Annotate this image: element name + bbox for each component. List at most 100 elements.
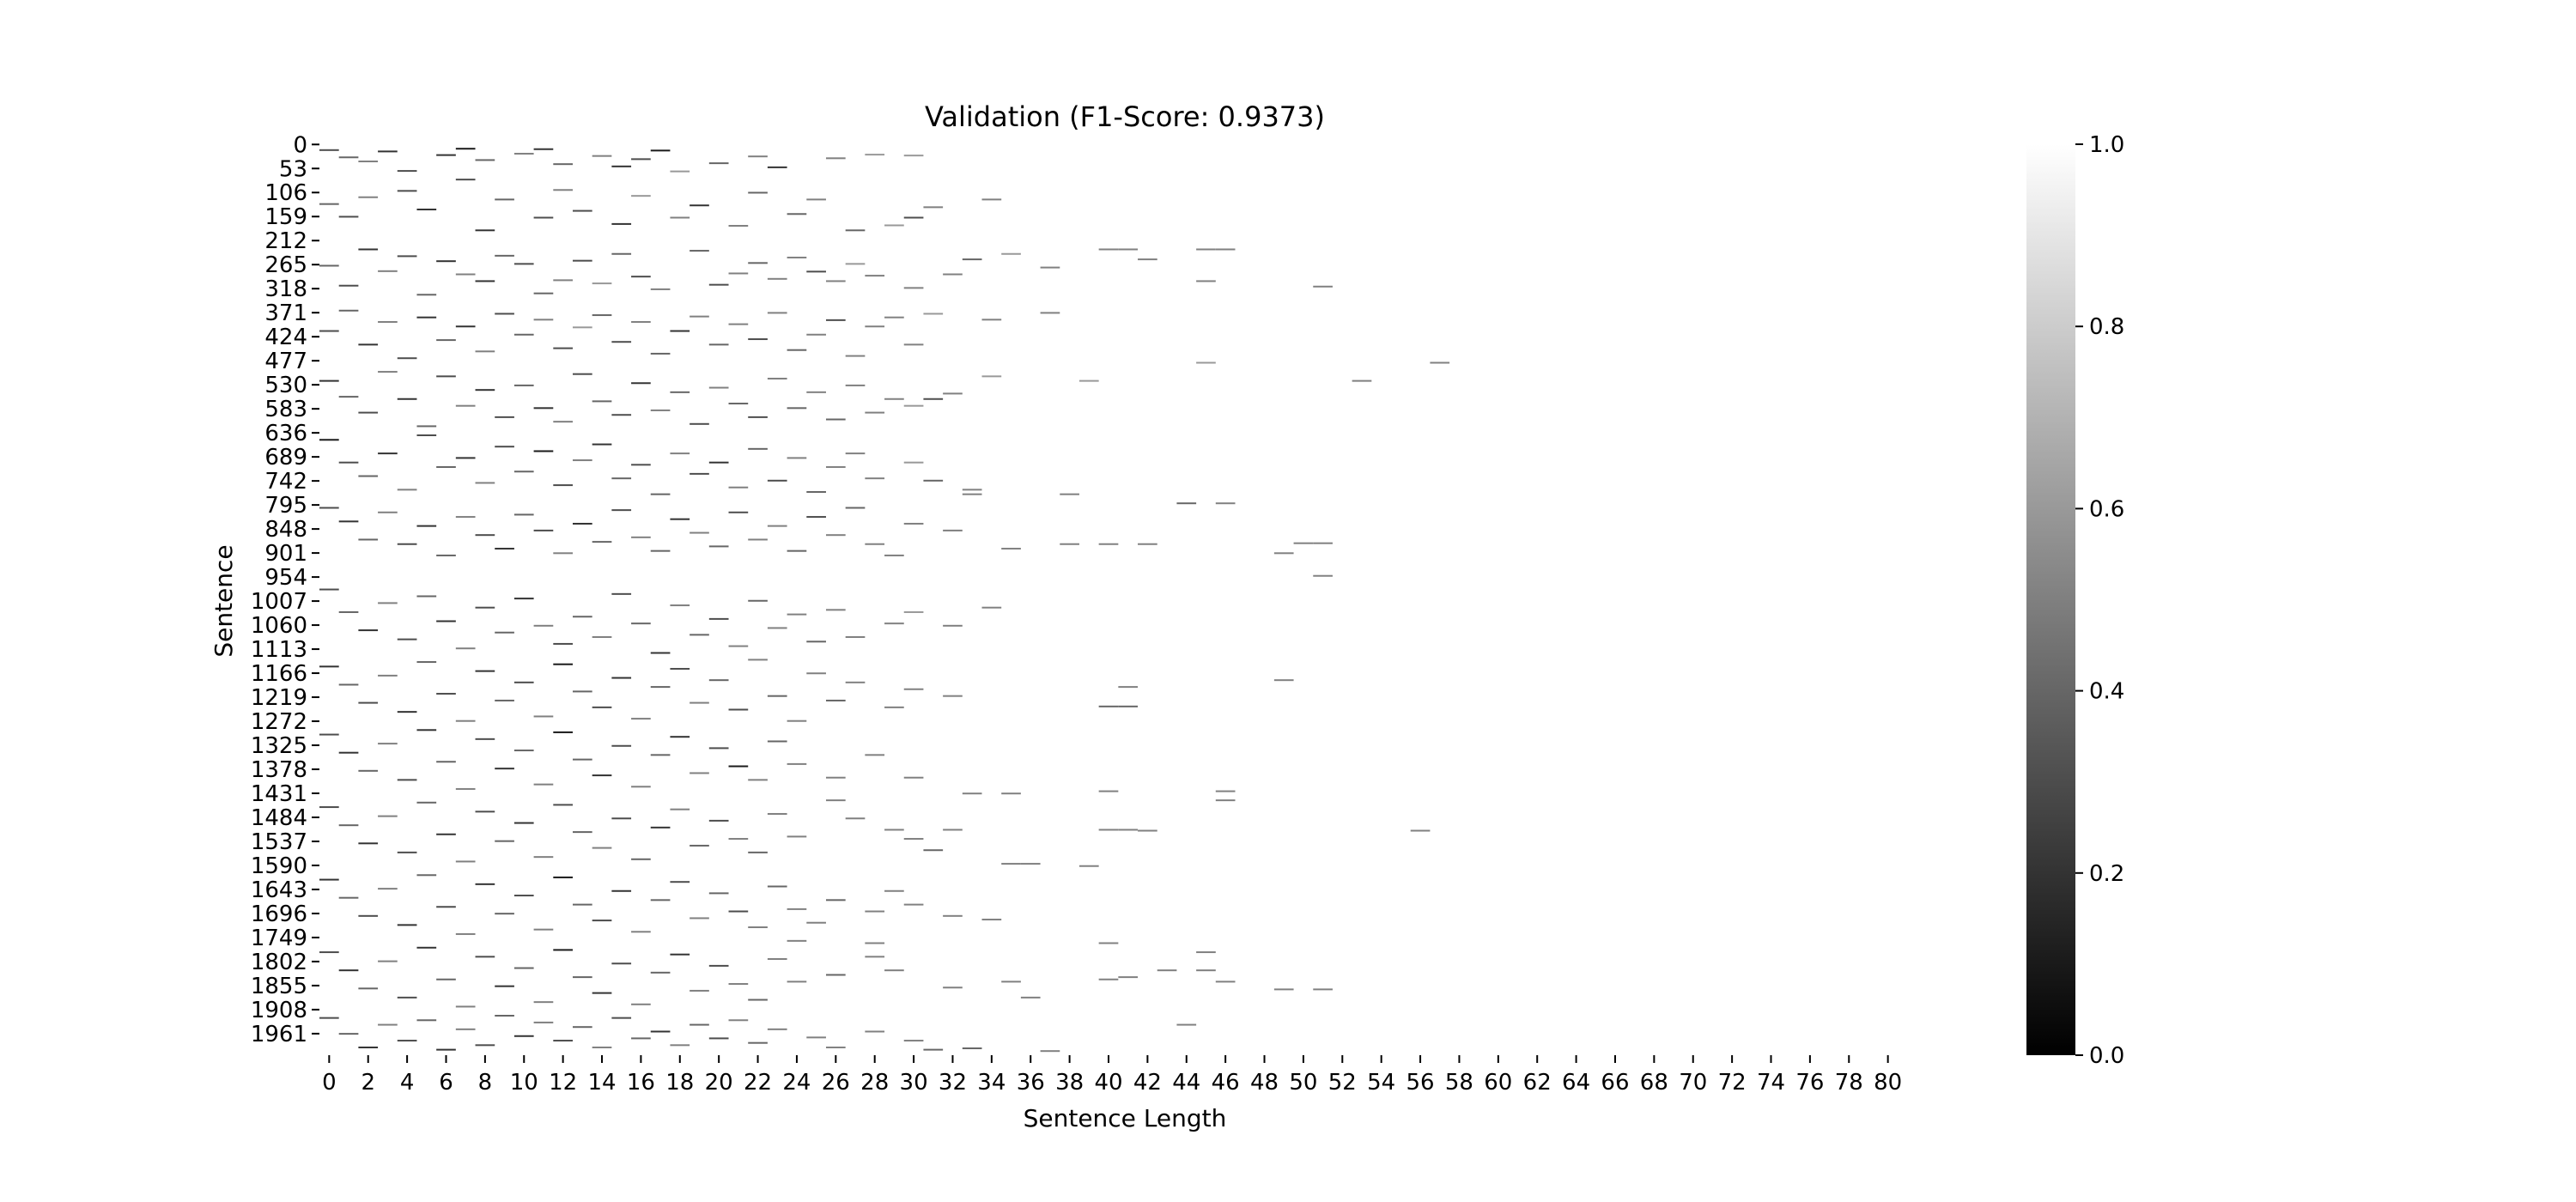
heatmap-cell <box>592 443 612 446</box>
heatmap-cell <box>631 1003 651 1005</box>
heatmap-cell <box>378 960 398 962</box>
heatmap-cell <box>670 604 690 607</box>
heatmap-cell <box>865 411 885 414</box>
heatmap-cell <box>416 294 437 296</box>
heatmap-cell <box>1001 863 1021 865</box>
heatmap-cell <box>416 1019 437 1022</box>
x-tick-label: 0 <box>322 1070 337 1096</box>
heatmap-cell <box>728 645 749 647</box>
heatmap-cell <box>513 384 534 386</box>
y-tick-label: 795 <box>264 493 307 519</box>
heatmap-cell <box>865 543 885 545</box>
heatmap-cell <box>748 599 768 602</box>
heatmap-cell <box>592 847 612 849</box>
heatmap-cell <box>943 986 963 989</box>
heatmap-cell <box>631 158 651 161</box>
heatmap-cell <box>690 531 709 534</box>
y-tick-label: 159 <box>264 204 307 230</box>
y-tick-label: 106 <box>264 180 307 206</box>
heatmap-cell <box>690 204 709 207</box>
y-tick-label: 1908 <box>251 998 307 1023</box>
heatmap-cell <box>455 860 476 863</box>
heatmap-cell <box>553 484 573 487</box>
heatmap-cell <box>475 738 495 740</box>
heatmap-cell <box>767 277 787 280</box>
heatmap-cell <box>670 170 690 173</box>
heatmap-cell <box>495 446 514 448</box>
heatmap-cell <box>572 903 592 906</box>
heatmap-cell <box>728 838 749 841</box>
heatmap-cell <box>397 851 417 853</box>
heatmap-cell <box>806 672 826 675</box>
heatmap-cell <box>787 719 807 722</box>
heatmap-cell <box>767 312 787 314</box>
heatmap-cell <box>650 409 671 411</box>
heatmap-cell <box>416 661 437 664</box>
heatmap-cell <box>845 384 866 386</box>
heatmap-cell <box>690 315 709 318</box>
heatmap-cell <box>553 876 573 878</box>
y-axis: 0531061592122653183714244775305836366897… <box>251 132 319 1047</box>
heatmap-cell <box>884 622 904 625</box>
heatmap-cell <box>358 769 379 772</box>
y-tick-label: 424 <box>264 325 307 350</box>
x-tick-label: 78 <box>1835 1070 1863 1096</box>
y-tick-label: 1060 <box>251 613 307 639</box>
heatmap-cell <box>436 260 456 263</box>
heatmap-cell <box>767 1028 787 1030</box>
heatmap-cell <box>825 899 846 902</box>
heatmap-cell <box>708 964 729 967</box>
colorbar-tick-label: 0.2 <box>2089 861 2124 887</box>
y-tick-label: 1113 <box>251 637 307 663</box>
heatmap-cell <box>767 695 787 697</box>
heatmap-grid <box>319 144 1898 1055</box>
heatmap-cell <box>378 270 398 272</box>
heatmap-cell <box>650 549 671 552</box>
heatmap-cell <box>903 522 924 525</box>
x-tick-label: 76 <box>1795 1070 1824 1096</box>
x-tick-label: 24 <box>782 1070 811 1096</box>
heatmap-cell <box>884 889 904 892</box>
heatmap-cell <box>533 783 554 786</box>
heatmap-cell <box>436 1048 456 1051</box>
heatmap-cell <box>748 262 768 264</box>
heatmap-cell <box>455 273 476 276</box>
heatmap-cell <box>748 999 768 1001</box>
heatmap-cell <box>553 804 573 806</box>
heatmap-cell <box>981 198 1002 201</box>
heatmap-cell <box>825 418 846 421</box>
x-tick-label: 16 <box>627 1070 655 1096</box>
x-tick-label: 26 <box>822 1070 850 1096</box>
heatmap-cell <box>416 425 437 428</box>
heatmap-cell <box>1215 799 1236 802</box>
heatmap-cell <box>865 154 885 156</box>
heatmap-cell <box>397 996 417 999</box>
heatmap-cell <box>670 736 690 738</box>
heatmap-cell <box>378 320 398 323</box>
heatmap-cell <box>845 636 866 639</box>
heatmap-cell <box>981 375 1002 378</box>
heatmap-cell <box>553 347 573 349</box>
heatmap-cell <box>670 216 690 219</box>
heatmap-cell <box>611 252 632 255</box>
heatmap-cell <box>397 170 417 173</box>
heatmap-cell <box>1313 542 1333 544</box>
heatmap-cell <box>475 810 495 813</box>
y-tick-label: 1166 <box>251 661 307 687</box>
y-tick-label: 371 <box>264 300 307 326</box>
heatmap-cell <box>1215 980 1236 983</box>
heatmap-cell <box>1118 829 1139 831</box>
heatmap-cell <box>1273 988 1294 991</box>
heatmap-cell <box>1078 379 1099 382</box>
heatmap-cell <box>690 250 709 252</box>
y-tick-label: 636 <box>264 421 307 446</box>
heatmap-cell <box>358 343 379 346</box>
heatmap-cell <box>436 154 456 156</box>
heatmap-cell <box>728 403 749 405</box>
heatmap-cell <box>611 677 632 679</box>
heatmap-cell <box>397 711 417 713</box>
heatmap-cell <box>708 162 729 165</box>
heatmap-cell <box>708 747 729 750</box>
heatmap-cell <box>592 400 612 403</box>
heatmap-cell <box>1040 1050 1060 1053</box>
